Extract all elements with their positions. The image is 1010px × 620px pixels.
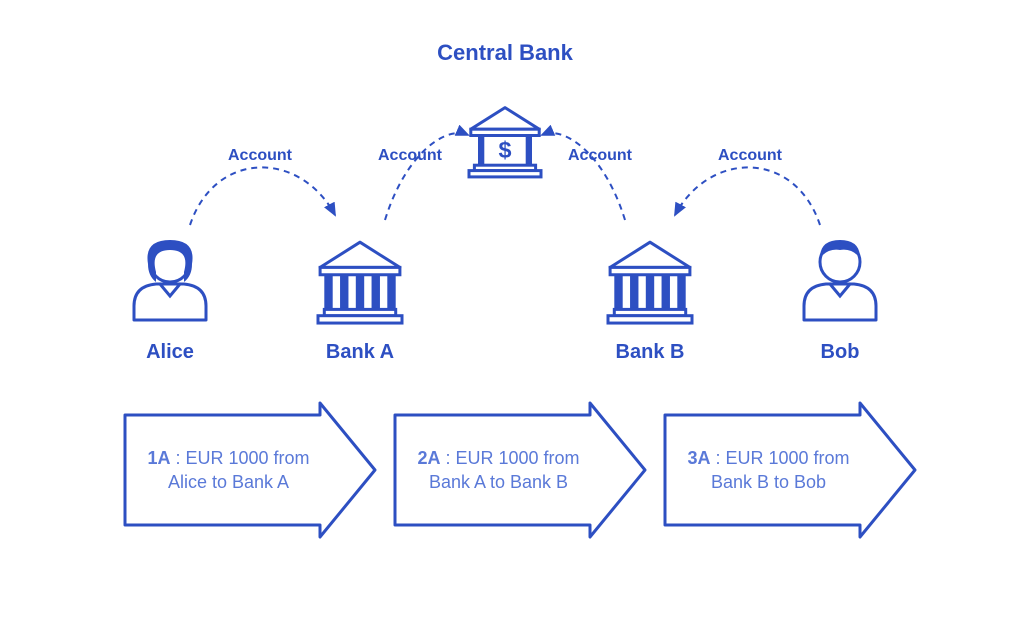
step-2-line2: Bank A to Bank B: [429, 472, 568, 492]
step-2-line1: 2A : EUR 1000 from: [417, 448, 579, 468]
edge-label-3: Account: [718, 147, 783, 164]
edge-label-1: Account: [378, 147, 443, 164]
alice-person-icon: [134, 240, 206, 320]
svg-text:$: $: [498, 137, 511, 163]
bank-b-icon: [608, 242, 692, 323]
edge-label-2: Account: [568, 147, 633, 164]
transfer-steps: 1A : EUR 1000 from Alice to Bank A 2A : EU…: [125, 403, 915, 537]
edge-bob-to-bank_b: [675, 167, 820, 225]
edge-alice-to-bank_a: [190, 167, 335, 225]
bank-a-icon: [318, 242, 402, 323]
step-1-line2: Alice to Bank A: [168, 472, 289, 492]
step-arrow-2: [395, 403, 645, 537]
title-central-bank: Central Bank: [437, 40, 573, 65]
bank-a-label: Bank A: [326, 341, 394, 363]
central-bank-icon: $: [469, 108, 541, 177]
edge-label-0: Account: [228, 147, 293, 164]
banking-flow-diagram: Central Bank Account Account Account Accoun…: [0, 0, 1010, 620]
step-arrow-1: [125, 403, 375, 537]
bank-b-label: Bank B: [616, 341, 685, 363]
step-arrow-3: [665, 403, 915, 537]
bob-label: Bob: [821, 341, 860, 363]
step-3-line2: Bank B to Bob: [711, 472, 826, 492]
alice-label: Alice: [146, 341, 194, 363]
step-3-line1: 3A : EUR 1000 from: [687, 448, 849, 468]
step-1-line1: 1A : EUR 1000 from: [147, 448, 309, 468]
bob-person-icon: [804, 240, 876, 320]
